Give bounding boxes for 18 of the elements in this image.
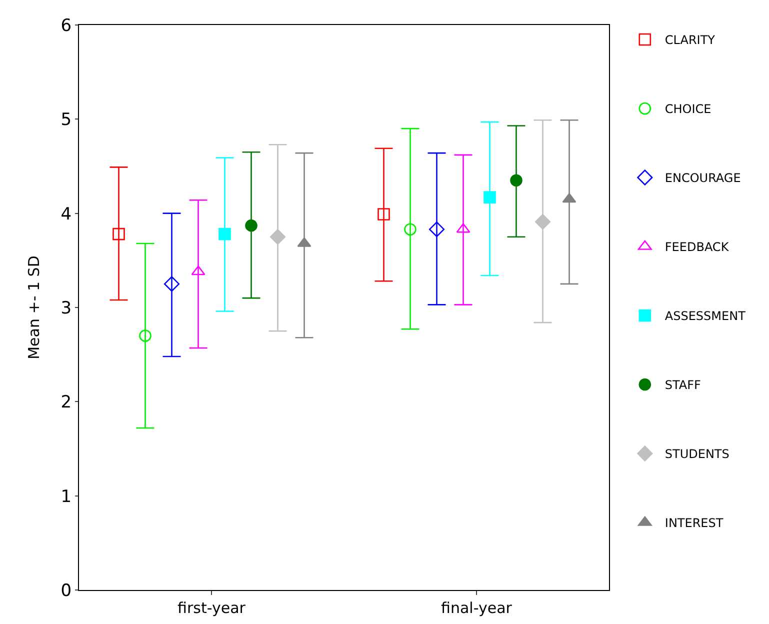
legend-label: ASSESSMENT bbox=[664, 309, 746, 324]
legend-label: CLARITY bbox=[664, 33, 716, 48]
legend-label: FEEDBACK bbox=[664, 240, 730, 254]
y-tick-label: 4 bbox=[60, 204, 72, 224]
y-axis-title: Mean +- 1 SD bbox=[25, 256, 43, 360]
legend-label: STAFF bbox=[664, 378, 702, 392]
x-tick-label: first-year bbox=[178, 599, 246, 617]
x-tick-label: final-year bbox=[441, 599, 513, 617]
y-tick-label: 2 bbox=[60, 392, 72, 413]
y-tick-label: 1 bbox=[60, 486, 72, 507]
legend-label: ENCOURAGE bbox=[664, 171, 741, 186]
legend-label: STUDENTS bbox=[664, 447, 730, 462]
y-tick-label: 0 bbox=[60, 580, 72, 601]
y-tick-label: 3 bbox=[60, 298, 72, 318]
y-tick-label: 5 bbox=[60, 110, 72, 130]
legend-label: CHOICE bbox=[664, 102, 712, 116]
y-tick-label: 6 bbox=[60, 16, 72, 36]
legend-label: INTEREST bbox=[664, 516, 724, 530]
